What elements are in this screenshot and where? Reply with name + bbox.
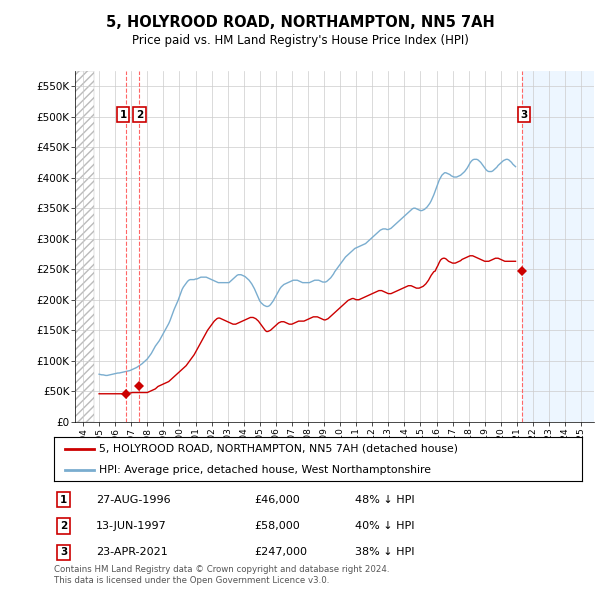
Text: 1: 1 bbox=[60, 495, 67, 504]
Text: 27-AUG-1996: 27-AUG-1996 bbox=[96, 495, 171, 504]
Text: 13-JUN-1997: 13-JUN-1997 bbox=[96, 521, 167, 531]
Text: 3: 3 bbox=[60, 548, 67, 558]
Bar bbox=[522, 71, 594, 422]
Text: 48% ↓ HPI: 48% ↓ HPI bbox=[355, 495, 415, 504]
Text: 40% ↓ HPI: 40% ↓ HPI bbox=[355, 521, 415, 531]
Text: 3: 3 bbox=[521, 110, 528, 120]
Text: 38% ↓ HPI: 38% ↓ HPI bbox=[355, 548, 415, 558]
Text: £247,000: £247,000 bbox=[254, 548, 308, 558]
Text: £46,000: £46,000 bbox=[254, 495, 301, 504]
Text: HPI: Average price, detached house, West Northamptonshire: HPI: Average price, detached house, West… bbox=[99, 465, 431, 475]
Text: Price paid vs. HM Land Registry's House Price Index (HPI): Price paid vs. HM Land Registry's House … bbox=[131, 34, 469, 47]
Text: 2: 2 bbox=[136, 110, 143, 120]
Text: 5, HOLYROOD ROAD, NORTHAMPTON, NN5 7AH (detached house): 5, HOLYROOD ROAD, NORTHAMPTON, NN5 7AH (… bbox=[99, 444, 458, 454]
Text: 2: 2 bbox=[60, 521, 67, 531]
Text: £58,000: £58,000 bbox=[254, 521, 301, 531]
Text: Contains HM Land Registry data © Crown copyright and database right 2024.
This d: Contains HM Land Registry data © Crown c… bbox=[54, 565, 389, 585]
Text: 1: 1 bbox=[119, 110, 127, 120]
Text: 23-APR-2021: 23-APR-2021 bbox=[96, 548, 168, 558]
Text: 5, HOLYROOD ROAD, NORTHAMPTON, NN5 7AH: 5, HOLYROOD ROAD, NORTHAMPTON, NN5 7AH bbox=[106, 15, 494, 30]
